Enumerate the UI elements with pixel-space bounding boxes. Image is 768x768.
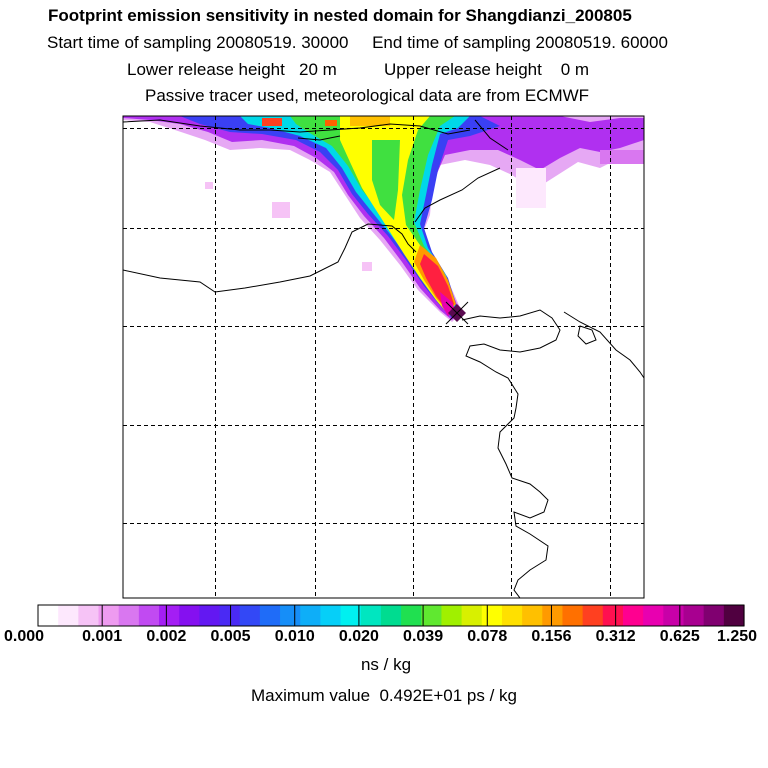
colorbar-swatch [280, 605, 301, 626]
colorbar-swatch [441, 605, 463, 626]
receptor-marker [445, 301, 469, 325]
colorbar-swatch [78, 605, 100, 626]
colorbar-swatch [703, 605, 725, 626]
maximum-value-label: Maximum value 0.492E+01 ps / kg [251, 686, 517, 705]
release-height-line: Lower release height 20 m Upper release … [127, 60, 590, 79]
colorbar-swatch [501, 605, 523, 626]
colorbar-swatch [582, 605, 604, 626]
colorbar-swatch [199, 605, 221, 626]
coastline [461, 309, 561, 598]
colorbar-swatch [259, 605, 281, 626]
colorbar-swatch [179, 605, 200, 626]
edge-high-values [262, 118, 282, 126]
edge-high-values [350, 116, 390, 126]
colorbar-swatch [622, 605, 644, 626]
colorbar-tick-label: 0.625 [659, 628, 700, 645]
colorbar-swatch [360, 605, 382, 626]
colorbar-swatch [159, 605, 180, 626]
colorbar-swatch [663, 605, 685, 626]
colorbar-swatch [320, 605, 342, 626]
border-line [297, 135, 341, 141]
border-line [474, 119, 509, 151]
plot-title: Footprint emission sensitivity in nested… [48, 6, 632, 25]
colorbar-tick-label: 0.078 [467, 628, 508, 645]
colorbar-units: ns / kg [360, 655, 412, 674]
colorbar-swatch [98, 605, 120, 626]
faint-patch [516, 168, 546, 208]
colorbar-swatch [461, 605, 483, 626]
colorbar-tick-label: 0.020 [338, 628, 379, 645]
border-line [414, 167, 501, 223]
colorbar-tick-label: 1.250 [716, 628, 758, 645]
colorbar-swatch [239, 605, 261, 626]
faint-patch [362, 262, 372, 271]
sampling-time-line: Start time of sampling 20080519. 30000 E… [47, 33, 668, 52]
tracer-info-line: Passive tracer used, meteorological data… [145, 86, 590, 105]
colorbar-swatch [421, 605, 443, 626]
colorbar-swatch [401, 605, 422, 626]
plume-green-inner [372, 140, 400, 220]
colorbar-tick-labels: 0.000 0.001 0.002 0.005 0.010 0.020 0.039 0.078… [0, 628, 768, 652]
colorbar-swatch [138, 605, 160, 626]
sensitivity-field [123, 116, 644, 322]
colorbar-tick-label: 0.156 [531, 628, 572, 645]
colorbar-swatch [723, 605, 745, 626]
colorbar-tick-label: 0.001 [82, 628, 123, 645]
colorbar-swatch [522, 605, 543, 626]
coastline [577, 325, 597, 345]
colorbar-tick-label: 0.000 [3, 628, 45, 645]
edge-high-values [325, 120, 337, 126]
lat-lon-grid [123, 116, 644, 598]
colorbar-swatch [58, 605, 79, 626]
colorbar-tick-label: 0.010 [274, 628, 315, 645]
faint-patch [272, 202, 290, 218]
colorbar-swatch [219, 605, 241, 626]
faint-patch [600, 150, 644, 164]
colorbar-tick-label: 0.002 [146, 628, 187, 645]
colorbar-tick-label: 0.312 [595, 628, 636, 645]
coastlines [123, 119, 644, 598]
plume-red [420, 254, 454, 310]
colorbar-swatch [38, 605, 59, 626]
colorbar-swatch [643, 605, 664, 626]
colorbar-swatch [340, 605, 362, 626]
colorbar-swatch [380, 605, 402, 626]
colorbar-swatch [481, 605, 503, 626]
colorbar-swatch [300, 605, 321, 626]
colorbar [38, 605, 745, 626]
colorbar-swatch [542, 605, 564, 626]
border-line [123, 223, 417, 293]
faint-patch [205, 182, 213, 189]
coastline [563, 311, 644, 379]
colorbar-tick-label: 0.005 [210, 628, 251, 645]
colorbar-swatch [118, 605, 140, 626]
colorbar-swatch [683, 605, 705, 626]
colorbar-tick-label: 0.039 [403, 628, 444, 645]
colorbar-swatch [562, 605, 584, 626]
colorbar-frame [37, 604, 745, 627]
colorbar-swatch [602, 605, 624, 626]
map-frame [122, 115, 645, 599]
